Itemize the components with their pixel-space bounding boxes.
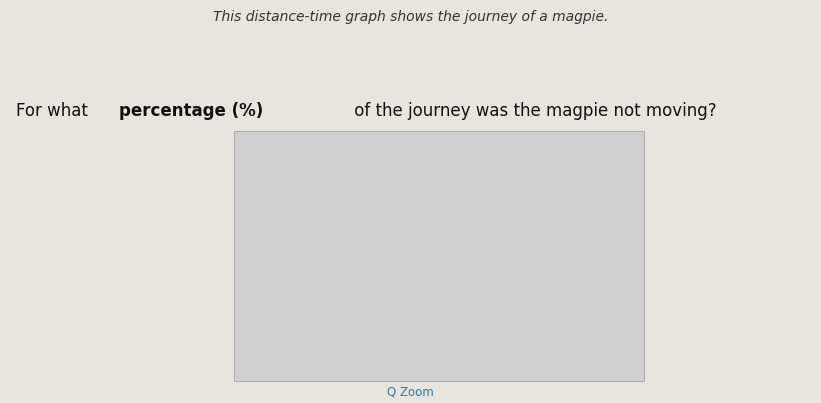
Text: percentage (%): percentage (%) <box>119 102 264 120</box>
X-axis label: Time (minutes): Time (minutes) <box>417 358 507 371</box>
Text: 0: 0 <box>276 347 283 357</box>
Text: of the journey was the magpie not moving?: of the journey was the magpie not moving… <box>349 102 717 120</box>
Y-axis label: Distance travelled (m): Distance travelled (m) <box>249 185 259 302</box>
Text: Q Zoom: Q Zoom <box>388 386 433 399</box>
Text: This distance-time graph shows the journey of a magpie.: This distance-time graph shows the journ… <box>213 10 608 24</box>
Text: For what: For what <box>16 102 94 120</box>
